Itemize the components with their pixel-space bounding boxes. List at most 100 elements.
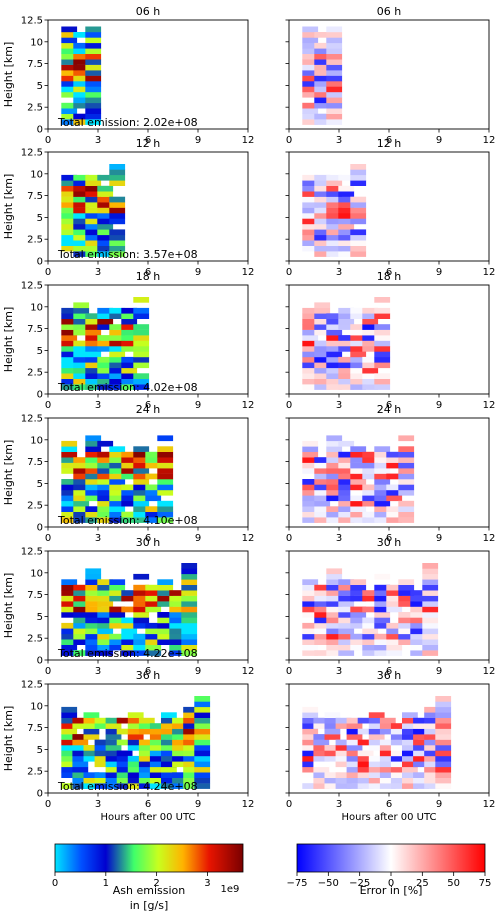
heatmap-cell <box>314 218 331 225</box>
heatmap-cell <box>314 628 331 635</box>
heatmap-cell <box>314 75 331 82</box>
y-tick-label: 0 <box>37 656 43 667</box>
heatmap-cell <box>61 108 78 114</box>
heatmap-cell <box>390 772 407 778</box>
heatmap-cell <box>435 777 452 784</box>
heatmap-cell <box>338 202 355 208</box>
heatmap-cell <box>169 644 186 651</box>
heatmap-cell <box>73 378 90 385</box>
heatmap-cell <box>85 53 102 60</box>
heatmap-cell <box>61 340 78 347</box>
heatmap-cell <box>413 755 429 762</box>
heatmap-cell <box>97 451 114 458</box>
heatmap-cell <box>85 601 102 607</box>
heatmap-cell <box>85 196 102 203</box>
heatmap-cell <box>314 511 331 518</box>
heatmap-cell <box>133 495 150 502</box>
heatmap-cell <box>374 650 391 656</box>
x-tick-label: 6 <box>145 799 151 810</box>
heatmap-cell <box>109 213 126 219</box>
heatmap-cell <box>73 329 90 336</box>
heatmap-cell <box>314 373 331 379</box>
heatmap-cell <box>422 644 439 651</box>
heatmap-cell <box>338 318 355 325</box>
heatmap-cell <box>138 766 155 773</box>
heatmap-cell <box>326 37 343 44</box>
heatmap-cell <box>161 777 177 784</box>
heatmap-cell <box>368 772 385 778</box>
heatmap-cell <box>374 473 391 480</box>
heatmap-cell <box>350 595 367 602</box>
heatmap-cell <box>314 590 331 596</box>
heatmap-cell <box>302 81 319 87</box>
heatmap-cell <box>61 362 78 369</box>
heatmap-cell <box>183 783 199 789</box>
heatmap-cell <box>183 734 199 740</box>
heatmap-cell <box>314 495 331 502</box>
error-panel-3: 0 3 6 9 12 18 h <box>285 270 495 411</box>
heatmap-cell <box>362 639 379 645</box>
heatmap-cell <box>109 234 126 241</box>
heatmap-cell <box>133 297 150 303</box>
heatmap-cell <box>326 590 343 596</box>
heatmap-cell <box>157 517 174 523</box>
heatmap-cell <box>138 750 155 757</box>
heatmap-cell <box>350 451 367 458</box>
heatmap-cell <box>85 48 102 54</box>
heatmap-cell <box>374 633 391 640</box>
heatmap-cell <box>362 500 379 507</box>
heatmap-cell <box>386 506 403 512</box>
heatmap-cell <box>61 489 78 496</box>
heatmap-cell <box>338 468 355 474</box>
heatmap-cell <box>181 644 198 651</box>
heatmap-cell <box>133 340 150 347</box>
heatmap-cell <box>422 563 439 569</box>
heatmap-cell <box>314 633 331 640</box>
heatmap-cell <box>109 457 126 463</box>
heatmap-cell <box>350 612 367 618</box>
heatmap-cell <box>61 240 78 246</box>
heatmap-cell <box>73 457 90 463</box>
heatmap-cell <box>133 573 150 580</box>
heatmap-cell <box>73 373 90 379</box>
panel-title: 30 h <box>136 536 160 549</box>
heatmap-cell <box>161 734 177 740</box>
total-emission-label: Total emission: 3.57e+08 <box>57 248 198 261</box>
x-tick-label: 0 <box>286 400 292 411</box>
heatmap-cell <box>314 378 331 385</box>
heatmap-cell <box>350 517 367 523</box>
heatmap-cell <box>116 739 133 746</box>
heatmap-cell <box>73 229 90 236</box>
heatmap-cell <box>338 340 355 347</box>
heatmap-cell <box>97 584 114 591</box>
heatmap-cell <box>302 174 319 181</box>
heatmap-cell <box>374 517 391 523</box>
heatmap-cell <box>73 213 90 219</box>
error-colorbar-tick-label: 75 <box>479 878 492 889</box>
heatmap-cell <box>368 783 385 789</box>
heatmap-cell <box>326 70 343 76</box>
ash-colorbar: 0 1 2 3 1e9 Ash emission in [g/s] <box>52 843 244 912</box>
heatmap-cell <box>85 384 102 390</box>
heatmap-cell <box>172 783 188 789</box>
heatmap-cell <box>326 313 343 319</box>
heatmap-cell <box>73 462 90 469</box>
x-tick-label: 9 <box>195 799 201 810</box>
heatmap-cell <box>145 601 162 607</box>
heatmap-cell <box>116 755 133 762</box>
heatmap-cell <box>105 739 122 746</box>
heatmap-cell <box>97 440 114 447</box>
heatmap-cell <box>109 313 126 319</box>
heatmap-cell <box>73 91 90 98</box>
heatmap-cell <box>61 468 78 474</box>
heatmap-cell <box>121 606 138 613</box>
heatmap-cell <box>97 335 114 341</box>
y-tick-label: 7.5 <box>27 324 43 335</box>
heatmap-cell <box>314 86 331 93</box>
heatmap-cell <box>183 766 199 773</box>
y-tick-label: 10 <box>30 568 43 579</box>
x-tick-label: 0 <box>45 267 51 278</box>
heatmap-cell <box>172 723 188 729</box>
heatmap-cell <box>326 373 343 379</box>
heatmap-cell <box>346 734 363 740</box>
